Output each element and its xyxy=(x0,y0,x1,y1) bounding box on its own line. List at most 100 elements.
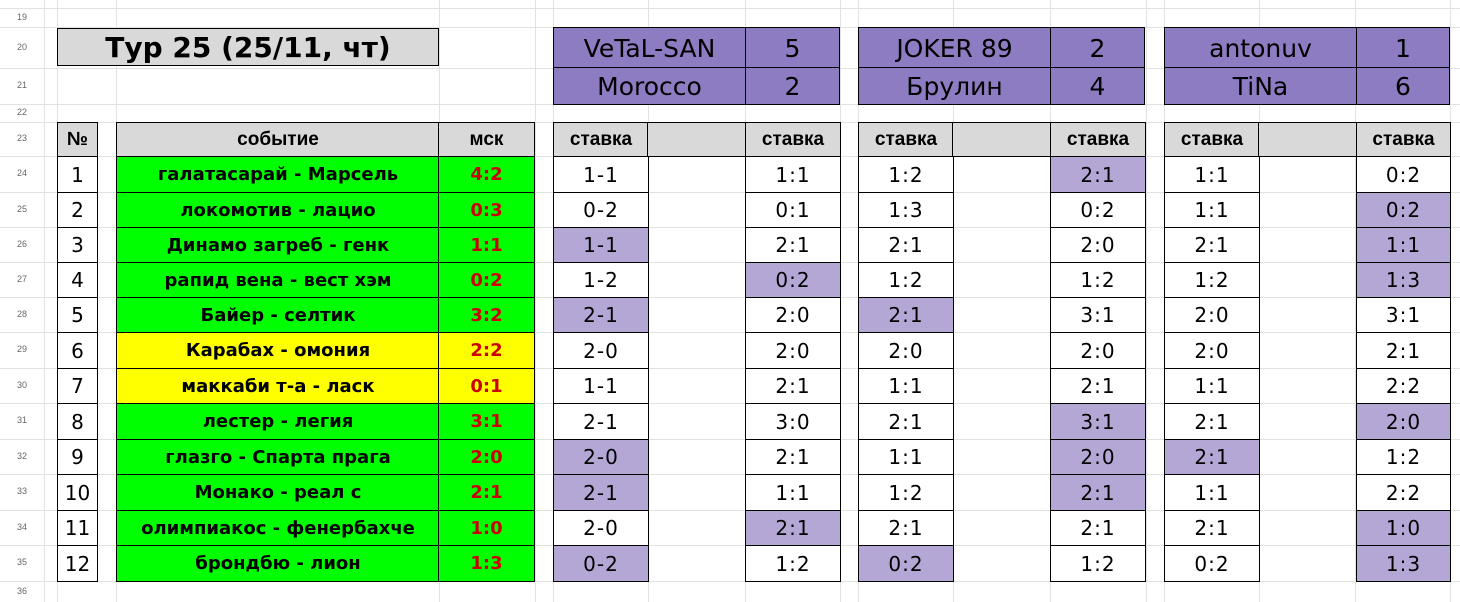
bet-cell[interactable]: 1:1 xyxy=(1164,156,1260,193)
bet-cell[interactable]: 1:1 xyxy=(745,156,841,193)
event-number[interactable]: 1 xyxy=(57,156,98,193)
row-number[interactable]: 26 xyxy=(16,238,27,249)
event-number[interactable]: 5 xyxy=(57,297,98,333)
bet-cell[interactable]: 2:1 xyxy=(858,227,954,263)
row-number[interactable]: 33 xyxy=(16,486,27,496)
bet-cell[interactable]: 1:1 xyxy=(1164,192,1260,228)
bet-cell[interactable]: 1:2 xyxy=(858,262,954,298)
bet-cell[interactable]: 2:1 xyxy=(745,368,841,404)
event-score[interactable]: 4:2 xyxy=(438,156,535,193)
bet-cell[interactable]: 2:1 xyxy=(1164,439,1260,475)
bet-cell[interactable]: 0:2 xyxy=(1356,156,1451,193)
bet-cell[interactable]: 2:1 xyxy=(745,510,841,546)
match-player-name[interactable]: VeTaL-SAN xyxy=(553,27,746,69)
header-bet[interactable]: ставка xyxy=(1356,122,1451,157)
bet-cell[interactable]: 2:1 xyxy=(745,439,841,475)
event-number[interactable]: 9 xyxy=(57,439,98,475)
bet-cell[interactable]: 2:1 xyxy=(1050,156,1146,193)
event-number[interactable]: 2 xyxy=(57,192,98,228)
bet-cell[interactable]: 1:3 xyxy=(1356,262,1451,298)
row-number[interactable]: 28 xyxy=(16,308,27,319)
event-name[interactable]: Байер - селтик xyxy=(116,297,440,333)
match-player-name[interactable]: JOKER 89 xyxy=(858,27,1051,69)
match-player-score[interactable]: 6 xyxy=(1356,67,1450,105)
event-number[interactable]: 11 xyxy=(57,510,98,546)
bet-cell[interactable]: 1:2 xyxy=(1356,439,1451,475)
bet-cell[interactable]: 2:1 xyxy=(1164,227,1260,263)
bet-cell[interactable]: 2:0 xyxy=(745,332,841,369)
bet-cell[interactable]: 0-2 xyxy=(553,545,649,582)
bet-cell[interactable]: 2:0 xyxy=(1164,332,1260,369)
row-number[interactable]: 22 xyxy=(16,107,27,117)
match-player-name[interactable]: Morocco xyxy=(553,67,746,105)
event-number[interactable]: 12 xyxy=(57,545,98,582)
bet-cell[interactable]: 1:2 xyxy=(1164,262,1260,298)
bet-cell[interactable]: 1:1 xyxy=(745,474,841,511)
row-number[interactable]: 27 xyxy=(16,273,27,284)
header-bet[interactable]: ставка xyxy=(858,122,954,157)
event-number[interactable]: 6 xyxy=(57,332,98,369)
event-score[interactable]: 0:3 xyxy=(438,192,535,228)
round-title[interactable]: Тур 25 (25/11, чт) xyxy=(57,28,439,66)
event-name[interactable]: олимпиакос - фенербахче xyxy=(116,510,440,546)
bet-cell[interactable]: 1:2 xyxy=(858,156,954,193)
bet-cell[interactable]: 0:2 xyxy=(1356,192,1451,228)
event-name[interactable]: галатасарай - Марсель xyxy=(116,156,440,193)
bet-cell[interactable]: 1:0 xyxy=(1356,510,1451,546)
header-gap[interactable] xyxy=(952,122,1051,157)
event-number[interactable]: 10 xyxy=(57,474,98,511)
event-score[interactable]: 3:2 xyxy=(438,297,535,333)
bet-cell[interactable]: 2:1 xyxy=(1356,332,1451,369)
bet-cell[interactable]: 1-2 xyxy=(553,262,649,298)
header-bet[interactable]: ставка xyxy=(1050,122,1146,157)
event-name[interactable]: Карабах - омония xyxy=(116,332,440,369)
bet-cell[interactable]: 3:1 xyxy=(1356,297,1451,333)
header-num[interactable]: № xyxy=(57,122,98,157)
bet-cell[interactable]: 0:2 xyxy=(1050,192,1146,228)
bet-cell[interactable]: 2:1 xyxy=(1164,510,1260,546)
event-name[interactable]: Динамо загреб - генк xyxy=(116,227,440,263)
bet-cell[interactable]: 3:1 xyxy=(1050,403,1146,440)
bet-cell[interactable]: 2:1 xyxy=(858,403,954,440)
row-number[interactable]: 19 xyxy=(16,11,27,22)
bet-cell[interactable]: 0-2 xyxy=(553,192,649,228)
event-score[interactable]: 1:0 xyxy=(438,510,535,546)
bet-cell[interactable]: 1:2 xyxy=(1050,262,1146,298)
bet-cell[interactable]: 2-1 xyxy=(553,403,649,440)
bet-cell[interactable]: 1:2 xyxy=(858,474,954,511)
header-msk[interactable]: мск xyxy=(438,122,535,157)
event-name[interactable]: лестер - легия xyxy=(116,403,440,440)
bet-cell[interactable]: 2-0 xyxy=(553,332,649,369)
bet-cell[interactable]: 2-0 xyxy=(553,439,649,475)
bet-cell[interactable]: 2:0 xyxy=(858,332,954,369)
bet-cell[interactable]: 1:2 xyxy=(745,545,841,582)
bet-cell[interactable]: 0:2 xyxy=(745,262,841,298)
header-bet[interactable]: ставка xyxy=(745,122,841,157)
bet-cell[interactable]: 2-1 xyxy=(553,297,649,333)
event-name[interactable]: Монако - реал с xyxy=(116,474,440,511)
header-bet[interactable]: ставка xyxy=(553,122,649,157)
bet-cell[interactable]: 2:1 xyxy=(745,227,841,263)
event-name[interactable]: глазго - Спарта прага xyxy=(116,439,440,475)
bet-cell[interactable]: 1-1 xyxy=(553,227,649,263)
bet-cell[interactable]: 1:3 xyxy=(858,192,954,228)
bet-cell[interactable]: 1:1 xyxy=(1356,227,1451,263)
bet-cell[interactable]: 2-0 xyxy=(553,510,649,546)
row-number[interactable]: 20 xyxy=(16,41,27,52)
event-number[interactable]: 7 xyxy=(57,368,98,404)
bet-cell[interactable]: 1:1 xyxy=(1164,368,1260,404)
header-bet[interactable]: ставка xyxy=(1164,122,1260,157)
bet-cell[interactable]: 2:0 xyxy=(745,297,841,333)
bet-cell[interactable]: 1:2 xyxy=(1050,545,1146,582)
match-player-score[interactable]: 2 xyxy=(1050,27,1145,69)
bet-cell[interactable]: 0:2 xyxy=(1164,545,1260,582)
event-score[interactable]: 1:3 xyxy=(438,545,535,582)
bet-cell[interactable]: 2:0 xyxy=(1050,227,1146,263)
event-score[interactable]: 2:2 xyxy=(438,332,535,369)
row-number[interactable]: 29 xyxy=(16,344,27,354)
row-number[interactable]: 34 xyxy=(16,521,27,532)
match-player-score[interactable]: 5 xyxy=(745,27,840,69)
bet-cell[interactable]: 2:1 xyxy=(858,510,954,546)
event-name[interactable]: локомотив - лацио xyxy=(116,192,440,228)
bet-cell[interactable]: 3:0 xyxy=(745,403,841,440)
